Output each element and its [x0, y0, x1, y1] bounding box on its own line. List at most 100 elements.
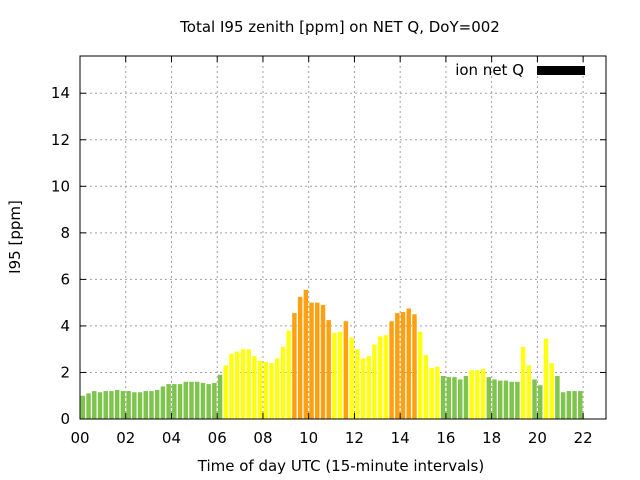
bar: [549, 363, 554, 419]
x-tick-label: 08: [253, 429, 272, 447]
grid-lines: [80, 56, 606, 419]
x-tick-label: 14: [391, 429, 410, 447]
bar: [532, 379, 537, 419]
bar: [297, 296, 303, 419]
bar: [423, 355, 429, 419]
bar: [349, 337, 354, 419]
bar: [463, 375, 469, 419]
bar: [252, 356, 257, 419]
bar: [280, 346, 286, 419]
chart-title: Total I95 zenith [ppm] on NET Q, DoY=002: [179, 18, 500, 36]
bar: [200, 382, 206, 419]
x-tick-label: 06: [208, 429, 227, 447]
bar: [503, 380, 509, 419]
bar: [103, 391, 108, 419]
bar: [303, 289, 309, 419]
bar: [132, 392, 137, 419]
bar: [172, 384, 177, 419]
bar: [326, 320, 331, 419]
y-tick-label: 12: [51, 131, 70, 149]
bar: [343, 321, 349, 419]
bar: [97, 392, 103, 419]
bar: [406, 308, 411, 419]
bar: [400, 311, 406, 419]
bar: [566, 391, 572, 419]
bar: [212, 382, 217, 419]
bar: [137, 392, 143, 419]
bar: [578, 391, 583, 419]
bar: [395, 313, 400, 420]
bar: [217, 374, 223, 419]
bar: [286, 330, 291, 419]
y-tick-label: 6: [60, 270, 70, 288]
bar: [315, 302, 320, 419]
plot-frame: [79, 55, 607, 420]
bar: [166, 384, 171, 419]
y-tick-label: 2: [60, 363, 70, 381]
bar: [189, 381, 194, 419]
bar: [555, 375, 560, 419]
bar: [206, 384, 211, 419]
bar: [543, 338, 549, 419]
bar: [149, 391, 154, 419]
bar: [263, 361, 269, 419]
bar: [469, 370, 474, 419]
x-tick-label: 22: [574, 429, 593, 447]
bar: [257, 360, 263, 419]
x-tick-label: 18: [482, 429, 501, 447]
x-tick-label: 12: [345, 429, 364, 447]
bar: [452, 377, 457, 419]
bar: [480, 368, 486, 419]
bar: [389, 321, 394, 419]
bar: [440, 375, 446, 419]
bar: [183, 381, 188, 419]
x-tick-label: 10: [299, 429, 318, 447]
legend-swatch: [537, 66, 585, 75]
bar: [337, 331, 343, 419]
x-tick-label: 04: [162, 429, 181, 447]
x-axis: 00 02 04 06 08 10 12 14 16 18 20 22: [70, 56, 593, 447]
bar: [572, 391, 577, 419]
bars: [80, 289, 583, 420]
bar: [515, 381, 520, 419]
bar: [194, 381, 200, 419]
bar: [498, 380, 503, 419]
bar: [332, 332, 337, 419]
y-axis: 0 2 4 6 8 10 12 14: [51, 84, 606, 428]
bar: [560, 392, 566, 419]
bar: [143, 391, 148, 419]
bar: [80, 395, 86, 419]
bar: [160, 386, 166, 419]
bar: [235, 351, 240, 419]
legend-label: ion net Q: [455, 61, 524, 79]
bar: [275, 358, 280, 419]
bar: [366, 356, 371, 419]
bar: [475, 370, 480, 419]
bar: [429, 367, 434, 419]
bar: [109, 391, 114, 419]
bar: [126, 391, 131, 419]
y-tick-label: 4: [60, 317, 70, 335]
legend: ion net Q: [455, 61, 585, 79]
bar: [240, 349, 246, 419]
x-tick-label: 20: [528, 429, 547, 447]
y-tick-label: 0: [60, 410, 70, 428]
x-tick-label: 02: [116, 429, 135, 447]
bar: [383, 335, 389, 419]
bar: [520, 346, 526, 419]
bar: [526, 365, 532, 419]
bar: [435, 366, 440, 419]
bar: [355, 349, 360, 419]
bar: [377, 336, 383, 419]
bar: [417, 331, 423, 419]
bar: [223, 365, 229, 419]
bar: [538, 385, 543, 419]
x-axis-label: Time of day UTC (15-minute intervals): [197, 457, 484, 475]
bar: [320, 304, 326, 419]
bar: [154, 389, 160, 419]
bar: [486, 377, 492, 419]
bar: [509, 381, 514, 419]
bar: [86, 393, 91, 419]
bar: [292, 313, 297, 420]
